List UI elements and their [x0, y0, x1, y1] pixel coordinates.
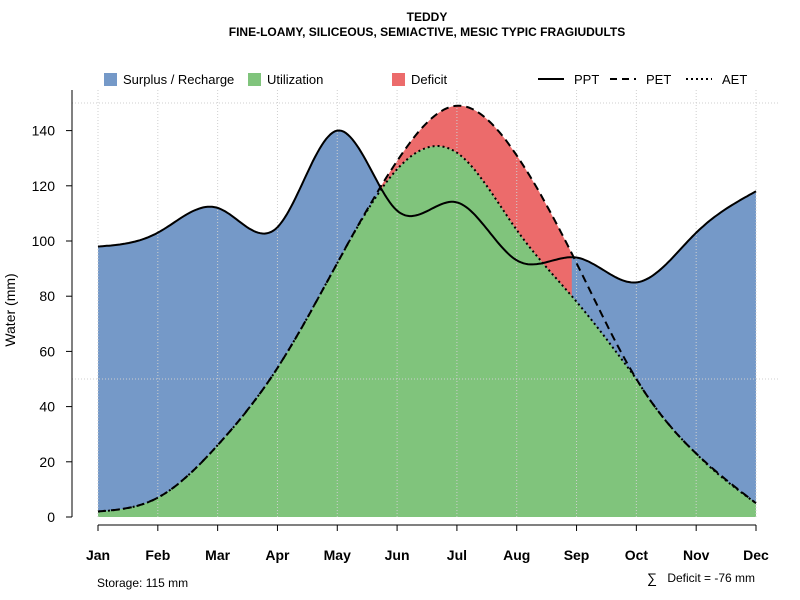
x-tick-label-dec: Dec [743, 547, 769, 563]
area-fills [98, 105, 756, 517]
legend-item-ppt: PPT [538, 72, 599, 87]
series-line-ppt [97, 129, 757, 284]
series-lines [97, 104, 757, 513]
y-tick-label: 120 [32, 178, 56, 194]
x-tick-label-jan: Jan [86, 547, 110, 563]
legend-item-deficit: Deficit [392, 72, 448, 87]
chart-title: TEDDY [407, 10, 448, 24]
sum-symbol: ∑ [647, 570, 657, 586]
series-line-pet [97, 104, 757, 513]
y-tick-label: 60 [39, 343, 55, 359]
storage-note: Storage: 115 mm [97, 576, 188, 590]
x-tick-label-nov: Nov [683, 547, 710, 563]
chart-subtitle: FINE-LOAMY, SILICEOUS, SEMIACTIVE, MESIC… [229, 25, 625, 39]
x-tick-label-oct: Oct [625, 547, 649, 563]
legend-label: Utilization [267, 72, 323, 87]
legend-item-utilization: Utilization [248, 72, 323, 87]
y-tick-label: 100 [32, 233, 56, 249]
deficit-note: Deficit = -76 mm [667, 571, 755, 585]
legend-swatch [248, 73, 261, 86]
x-tick-label-sep: Sep [564, 547, 590, 563]
y-tick-label: 20 [39, 454, 55, 470]
legend-swatch [104, 73, 117, 86]
grid-lines [72, 90, 780, 517]
x-tick-label-may: May [324, 547, 351, 563]
y-tick-label: 40 [39, 399, 55, 415]
x-tick-label-feb: Feb [145, 547, 170, 563]
legend-label: PET [646, 72, 671, 87]
y-tick-label: 140 [32, 123, 56, 139]
y-tick-label: 80 [39, 288, 55, 304]
legend-label: Deficit [411, 72, 448, 87]
y-axis-label: Water (mm) [2, 273, 18, 346]
utilization-area [98, 146, 756, 517]
plot-area [72, 90, 780, 517]
legend-label: Surplus / Recharge [123, 72, 234, 87]
legend-swatch [392, 73, 405, 86]
x-tick-label-mar: Mar [205, 547, 230, 563]
x-tick-label-jul: Jul [447, 547, 467, 563]
legend-item-aet: AET [686, 72, 747, 87]
x-tick-label-aug: Aug [503, 547, 530, 563]
legend-item-pet: PET [610, 72, 671, 87]
y-tick-label: 0 [47, 509, 55, 525]
deficit-area [380, 105, 572, 297]
legend-label: PPT [574, 72, 599, 87]
legend-item-surplus-recharge: Surplus / Recharge [104, 72, 234, 87]
x-tick-label-jun: Jun [385, 547, 410, 563]
y-axis: 0 20 40 60 80 100 120 140 [32, 90, 73, 525]
legend-label: AET [722, 72, 747, 87]
x-axis: Jan Feb Mar Apr May Jun Jul Aug Sep Oct Nov Dec [86, 524, 769, 563]
legend: Surplus / Recharge Utilization Deficit PPT P… [104, 72, 747, 87]
x-tick-label-apr: Apr [265, 547, 290, 563]
